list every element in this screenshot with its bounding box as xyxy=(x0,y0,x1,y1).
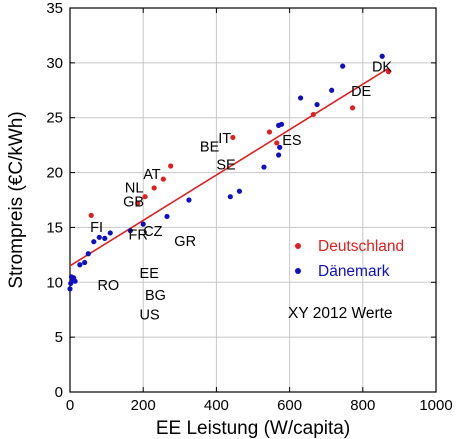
country-label-se: SE xyxy=(216,157,236,173)
x-tick-label: 200 xyxy=(131,397,156,414)
data-point xyxy=(277,144,283,150)
data-point xyxy=(297,95,304,101)
data-point xyxy=(329,87,335,93)
x-tick-label: 1000 xyxy=(419,397,452,414)
country-label-ro: RO xyxy=(97,278,119,294)
country-label-be: BE xyxy=(200,140,220,156)
data-point xyxy=(385,69,392,75)
y-tick-label: 30 xyxy=(46,55,63,72)
data-point xyxy=(168,163,174,169)
data-point xyxy=(91,239,97,245)
y-axis-title: Strompreis (€C/kWh) xyxy=(6,111,27,288)
data-point xyxy=(278,121,285,127)
data-point xyxy=(230,134,236,141)
data-point xyxy=(151,185,157,191)
legend-label: Deutschland xyxy=(318,238,404,255)
country-label-bg: BG xyxy=(145,288,166,304)
data-point xyxy=(314,101,320,108)
data-point xyxy=(72,278,78,284)
data-point xyxy=(96,234,102,240)
data-point xyxy=(379,53,385,59)
axes: 0 200 400 600 800 1000 0 5 10 15 20 25 30 35 xyxy=(46,0,452,414)
legend: Deutschland Dänemark XY 2012 Werte xyxy=(288,238,404,322)
country-label-ee: EE xyxy=(140,266,160,282)
data-point xyxy=(142,194,148,200)
data-point xyxy=(88,212,94,218)
x-axis-title: EE Leistung (W/capita) xyxy=(156,418,350,439)
x-tick-label: 400 xyxy=(204,397,229,414)
data-point xyxy=(127,228,133,234)
data-point xyxy=(227,194,233,200)
country-label-fi: FI xyxy=(90,220,103,236)
legend-label: Dänemark xyxy=(318,263,390,280)
trend-line xyxy=(69,67,389,267)
series-2 xyxy=(67,53,385,292)
data-point xyxy=(340,63,346,69)
y-tick-label: 0 xyxy=(55,384,63,401)
country-label-gr: GR xyxy=(174,234,196,250)
data-point xyxy=(310,111,316,118)
country-label-dk: DK xyxy=(372,60,392,76)
data-point xyxy=(140,221,146,227)
data-point xyxy=(135,200,141,206)
country-label-it: IT xyxy=(218,131,231,147)
country-label-es: ES xyxy=(282,133,301,149)
x-tick-label: 800 xyxy=(350,397,375,414)
country-label-us: US xyxy=(140,308,160,324)
country-label-at: AT xyxy=(143,167,161,183)
y-tick-label: 35 xyxy=(46,0,63,17)
data-point xyxy=(82,259,88,266)
trend-line-group xyxy=(69,67,389,267)
y-tick-label: 20 xyxy=(46,165,63,182)
data-point xyxy=(349,105,356,111)
series-1 xyxy=(88,69,392,218)
country-label-fr: FR xyxy=(129,227,148,243)
country-label-de: DE xyxy=(351,84,371,100)
data-point xyxy=(261,164,267,170)
legend-marker xyxy=(295,268,301,274)
data-point xyxy=(102,235,108,241)
data-point xyxy=(85,251,91,257)
data-points xyxy=(67,53,392,292)
data-point xyxy=(274,140,280,146)
data-point xyxy=(276,152,282,158)
data-point xyxy=(186,197,192,203)
y-tick-label: 10 xyxy=(46,274,63,291)
y-tick-label: 15 xyxy=(46,219,63,236)
data-point xyxy=(160,176,166,182)
y-tick-label: 25 xyxy=(46,110,63,127)
country-label-nl: NL xyxy=(125,180,144,196)
annotation: XY 2012 Werte xyxy=(288,305,393,322)
y-tick-label: 5 xyxy=(55,329,63,346)
x-tick-label: 0 xyxy=(66,397,74,414)
data-point xyxy=(107,230,113,236)
country-label-gb: GB xyxy=(123,195,144,211)
plot-frame xyxy=(69,7,437,393)
data-point xyxy=(67,286,73,292)
data-point xyxy=(236,188,243,194)
data-point xyxy=(164,213,170,220)
legend-marker xyxy=(295,243,301,249)
x-tick-label: 600 xyxy=(277,397,302,414)
data-point xyxy=(77,262,83,268)
country-label-cz: CZ xyxy=(143,224,162,240)
data-point xyxy=(266,129,273,135)
